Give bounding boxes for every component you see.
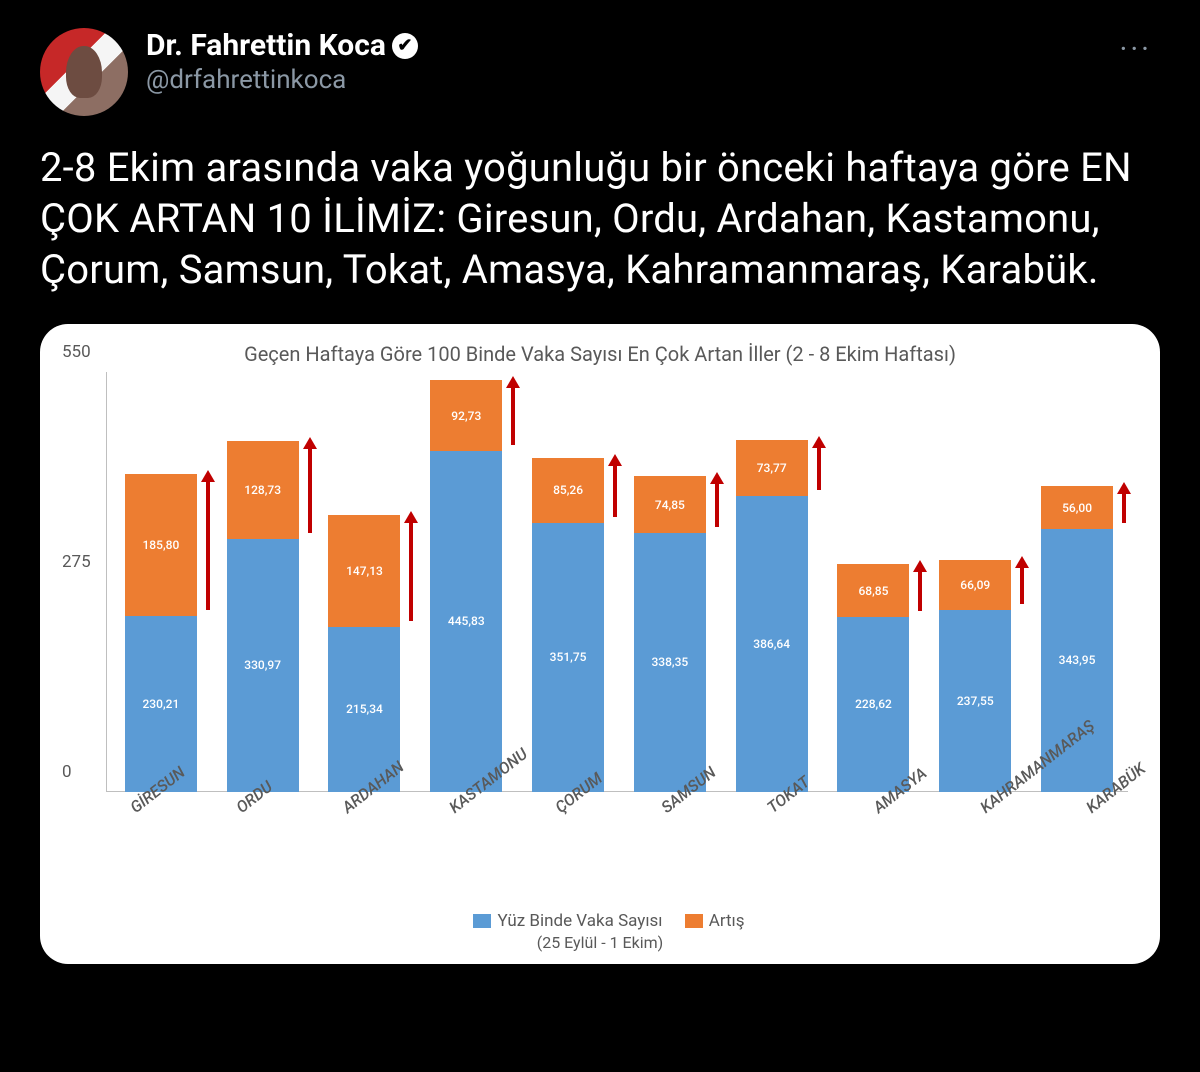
increase-arrow-icon xyxy=(1015,556,1029,604)
bar-segment-increase: 66,09 xyxy=(939,560,1011,610)
bar-segment-increase: 92,73 xyxy=(430,380,502,451)
bar-segment-increase: 128,73 xyxy=(227,441,299,539)
tweet-text: 2-8 Ekim arasında vaka yoğunluğu bir önc… xyxy=(40,142,1160,296)
chart-plot-area: 185,80230,21128,73330,97147,13215,3492,7… xyxy=(110,372,1128,792)
x-labels: GİRESUNORDUARDAHANKASTAMONUÇORUMSAMSUNTO… xyxy=(88,754,1150,924)
bar-segment-increase: 147,13 xyxy=(328,515,400,627)
y-tick-label: 275 xyxy=(62,552,91,572)
bar-group: 85,26351,75 xyxy=(532,458,604,792)
increase-arrow-icon xyxy=(506,376,520,445)
bar-segment-increase: 74,85 xyxy=(634,476,706,533)
legend-subtitle: (25 Eylül - 1 Ekim) xyxy=(40,933,1160,952)
bar-group: 128,73330,97 xyxy=(227,441,299,792)
chart-legend: Yüz Binde Vaka Sayısı Artış (25 Eylül - … xyxy=(40,911,1160,952)
legend-label-base: Yüz Binde Vaka Sayısı xyxy=(497,911,662,931)
increase-arrow-icon xyxy=(303,437,317,533)
increase-arrow-icon xyxy=(812,436,826,490)
increase-arrow-icon xyxy=(710,472,724,527)
increase-arrow-icon xyxy=(913,560,927,611)
legend-label-increase: Artış xyxy=(709,911,745,931)
y-axis-line xyxy=(106,372,107,792)
bar-segment-base: 386,64 xyxy=(736,496,808,791)
chart-card: Geçen Haftaya Göre 100 Binde Vaka Sayısı… xyxy=(40,324,1160,964)
legend-swatch-base xyxy=(473,914,491,928)
bar-group: 74,85338,35 xyxy=(634,476,706,792)
verified-badge-icon: ✔ xyxy=(392,33,418,59)
bar-segment-increase: 85,26 xyxy=(532,458,604,523)
bar-segment-increase: 185,80 xyxy=(125,474,197,616)
more-button[interactable]: ··· xyxy=(1111,28,1160,71)
handle[interactable]: @drfahrettinkoca xyxy=(146,65,1111,95)
bars-container: 185,80230,21128,73330,97147,13215,3492,7… xyxy=(110,372,1128,792)
legend-swatch-increase xyxy=(685,914,703,928)
bar-group: 73,77386,64 xyxy=(736,440,808,792)
y-tick-label: 0 xyxy=(62,762,72,782)
display-name: Dr. Fahrettin Koca xyxy=(146,28,386,63)
bar-segment-base: 445,83 xyxy=(430,451,502,791)
tweet-header: Dr. Fahrettin Koca ✔ @drfahrettinkoca ··… xyxy=(40,28,1160,116)
increase-arrow-icon xyxy=(201,470,215,610)
bar-group: 185,80230,21 xyxy=(125,474,197,792)
chart-title: Geçen Haftaya Göre 100 Binde Vaka Sayısı… xyxy=(62,342,1138,366)
tweet-container: Dr. Fahrettin Koca ✔ @drfahrettinkoca ··… xyxy=(0,0,1200,296)
bar-segment-increase: 68,85 xyxy=(837,564,909,617)
avatar[interactable] xyxy=(40,28,128,116)
increase-arrow-icon xyxy=(404,511,418,621)
y-tick-label: 550 xyxy=(62,342,91,362)
bar-segment-increase: 73,77 xyxy=(736,440,808,496)
display-name-row[interactable]: Dr. Fahrettin Koca ✔ xyxy=(146,28,1111,63)
bar-group: 92,73445,83 xyxy=(430,380,502,791)
bar-segment-increase: 56,00 xyxy=(1041,486,1113,529)
increase-arrow-icon xyxy=(608,454,622,517)
author-block: Dr. Fahrettin Koca ✔ @drfahrettinkoca xyxy=(146,28,1111,95)
increase-arrow-icon xyxy=(1117,482,1131,523)
